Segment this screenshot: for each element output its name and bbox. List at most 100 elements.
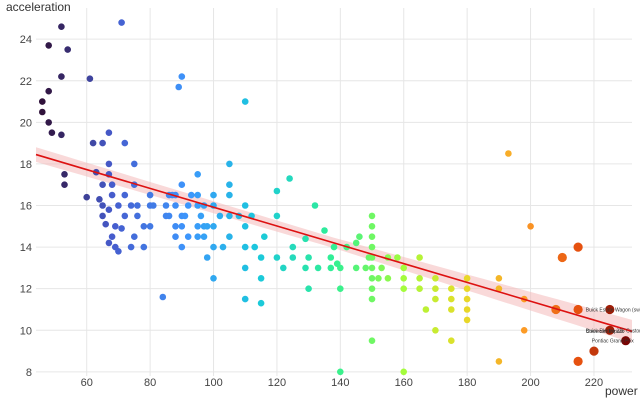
data-point[interactable] (432, 275, 439, 282)
data-point[interactable] (463, 285, 471, 293)
data-point[interactable] (210, 243, 217, 251)
data-point[interactable] (86, 75, 94, 82)
data-point[interactable] (400, 275, 408, 282)
data-point[interactable] (362, 264, 370, 272)
data-point[interactable] (621, 336, 631, 346)
data-point[interactable] (194, 202, 201, 209)
data-point[interactable] (194, 171, 201, 178)
data-point[interactable] (573, 242, 583, 252)
data-point[interactable] (105, 239, 113, 247)
data-point[interactable] (352, 239, 360, 247)
data-point[interactable] (127, 202, 135, 209)
data-point[interactable] (368, 254, 376, 261)
data-point[interactable] (352, 264, 360, 272)
data-point[interactable] (226, 191, 233, 199)
data-point[interactable] (89, 139, 97, 147)
data-point[interactable] (99, 202, 106, 209)
data-point[interactable] (557, 252, 567, 263)
data-point[interactable] (605, 304, 615, 315)
data-point[interactable] (305, 285, 312, 293)
data-point[interactable] (257, 254, 265, 261)
data-point[interactable] (400, 368, 408, 376)
data-point[interactable] (58, 131, 65, 139)
data-point[interactable] (226, 160, 233, 168)
data-point[interactable] (605, 325, 615, 335)
data-point[interactable] (448, 306, 455, 313)
data-point[interactable] (172, 223, 179, 230)
data-point[interactable] (400, 264, 408, 272)
data-point[interactable] (589, 346, 599, 356)
data-point[interactable] (197, 212, 205, 220)
data-point[interactable] (134, 202, 141, 209)
data-point[interactable] (463, 316, 471, 324)
data-point[interactable] (131, 233, 138, 240)
data-point[interactable] (45, 87, 52, 95)
data-point[interactable] (181, 212, 189, 220)
data-point[interactable] (302, 235, 309, 243)
data-point[interactable] (527, 223, 534, 230)
data-point[interactable] (356, 233, 363, 240)
data-point[interactable] (505, 150, 512, 157)
data-point[interactable] (286, 175, 293, 182)
data-point[interactable] (261, 233, 268, 240)
data-point[interactable] (273, 254, 281, 261)
data-point[interactable] (99, 212, 106, 220)
data-point[interactable] (448, 337, 455, 345)
data-point[interactable] (203, 223, 211, 230)
data-point[interactable] (321, 227, 328, 234)
data-point[interactable] (327, 264, 335, 272)
data-point[interactable] (384, 275, 392, 282)
data-point[interactable] (175, 83, 182, 91)
data-point[interactable] (216, 212, 224, 220)
data-point[interactable] (416, 254, 423, 261)
data-point[interactable] (273, 187, 281, 195)
data-point[interactable] (241, 223, 249, 230)
data-point[interactable] (422, 306, 430, 313)
data-point[interactable] (368, 264, 376, 272)
data-point[interactable] (178, 243, 186, 251)
data-point[interactable] (58, 23, 65, 31)
data-point[interactable] (172, 202, 179, 209)
data-point[interactable] (146, 223, 154, 230)
data-point[interactable] (573, 304, 583, 315)
data-point[interactable] (495, 275, 503, 282)
data-point[interactable] (314, 264, 322, 272)
data-point[interactable] (99, 139, 106, 147)
data-point[interactable] (140, 243, 148, 251)
data-point[interactable] (289, 243, 297, 251)
data-point[interactable] (289, 254, 297, 261)
data-point[interactable] (172, 233, 179, 240)
data-point[interactable] (432, 285, 439, 293)
data-point[interactable] (61, 171, 68, 178)
data-point[interactable] (305, 254, 312, 261)
data-point[interactable] (257, 275, 265, 282)
data-point[interactable] (115, 202, 122, 209)
data-point[interactable] (121, 212, 129, 220)
data-point[interactable] (375, 275, 382, 282)
data-point[interactable] (105, 160, 113, 168)
data-point[interactable] (210, 275, 217, 282)
data-point[interactable] (400, 285, 408, 293)
data-point[interactable] (108, 181, 116, 188)
data-point[interactable] (210, 223, 217, 230)
data-point[interactable] (241, 243, 249, 251)
data-point[interactable] (45, 42, 52, 49)
data-point[interactable] (210, 191, 217, 199)
data-point[interactable] (188, 191, 195, 199)
data-point[interactable] (226, 212, 233, 220)
data-point[interactable] (194, 233, 201, 240)
data-point[interactable] (150, 202, 157, 209)
data-point[interactable] (302, 264, 309, 272)
data-point[interactable] (58, 73, 65, 80)
data-point[interactable] (219, 243, 227, 251)
data-point[interactable] (368, 337, 376, 345)
data-point[interactable] (251, 243, 258, 251)
data-point[interactable] (194, 223, 201, 230)
data-point[interactable] (118, 225, 125, 232)
data-point[interactable] (327, 254, 335, 261)
data-point[interactable] (448, 295, 455, 303)
data-point[interactable] (432, 295, 439, 303)
data-point[interactable] (463, 295, 471, 303)
data-point[interactable] (140, 223, 148, 230)
data-point[interactable] (96, 196, 103, 203)
